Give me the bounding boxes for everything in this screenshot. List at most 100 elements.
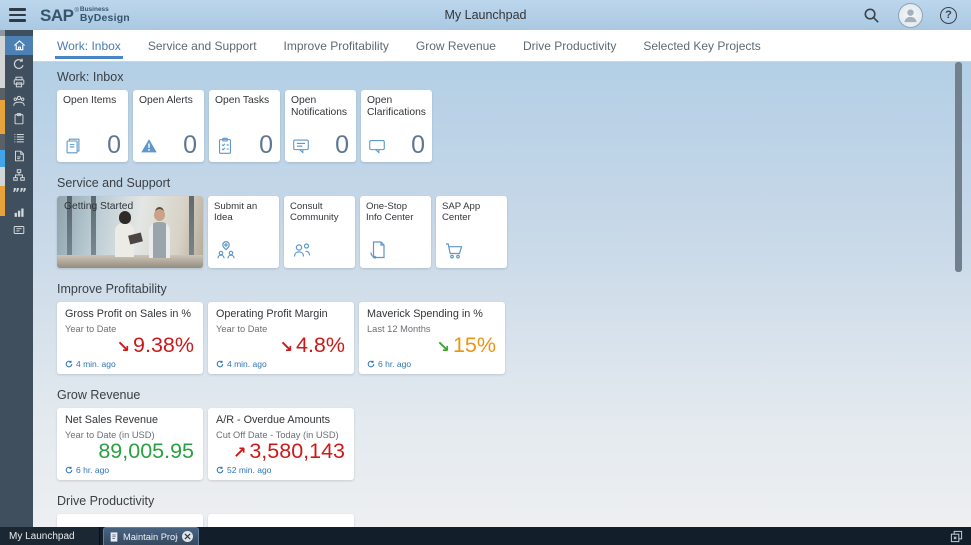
quotes-icon: ”” bbox=[12, 186, 27, 201]
trend-up-arrow: ↗ bbox=[232, 443, 247, 462]
sidebar-item-invoices[interactable] bbox=[5, 147, 33, 166]
tile-partial[interactable] bbox=[208, 514, 354, 527]
refresh-icon bbox=[65, 466, 73, 474]
bottom-taskbar: My Launchpad Maintain Project:... bbox=[0, 527, 971, 545]
list-icon bbox=[12, 131, 26, 145]
sidebar-item-history[interactable] bbox=[5, 55, 33, 74]
tab-improve-profitability[interactable]: Improve Profitability bbox=[283, 38, 389, 53]
sidebar-item-worklist[interactable] bbox=[5, 129, 33, 148]
tile-operating-profit-margin[interactable]: Operating Profit Margin Year to Date ↘ 4… bbox=[208, 302, 354, 374]
sidebar-item-analytics[interactable] bbox=[5, 203, 33, 222]
sidebar-item-feed[interactable]: ”” bbox=[5, 184, 33, 203]
section-drive-productivity: Drive Productivity bbox=[57, 494, 971, 527]
section-work-inbox: Work: Inbox Open Items 0 bbox=[57, 70, 971, 162]
tile-open-tasks[interactable]: Open Tasks 0 bbox=[209, 90, 280, 162]
tab-service-and-support[interactable]: Service and Support bbox=[147, 38, 257, 53]
taskbar-home-button[interactable]: My Launchpad bbox=[0, 527, 100, 545]
refresh-icon bbox=[216, 360, 224, 368]
tile-consult-community[interactable]: Consult Community bbox=[284, 196, 355, 268]
tab-grow-revenue[interactable]: Grow Revenue bbox=[415, 38, 496, 53]
windows-overlap-icon[interactable] bbox=[950, 530, 963, 543]
logo-business-text: Business bbox=[79, 5, 109, 13]
kpi-value: 9.38% bbox=[133, 333, 194, 357]
section-improve-profitability: Improve Profitability Gross Profit on Sa… bbox=[57, 282, 971, 374]
vertical-scrollbar[interactable] bbox=[955, 62, 962, 272]
sidebar-item-point-of-sale[interactable] bbox=[5, 221, 33, 240]
taskbar-tab-label: Maintain Project:... bbox=[123, 531, 178, 542]
home-icon bbox=[12, 38, 27, 53]
documents-icon bbox=[63, 136, 83, 156]
sidebar-item-output[interactable] bbox=[5, 73, 33, 92]
community-people-icon bbox=[291, 239, 313, 261]
tile-partial[interactable] bbox=[57, 514, 203, 527]
tab-work-inbox[interactable]: Work: Inbox bbox=[55, 30, 123, 61]
tile-submit-an-idea[interactable]: Submit an Idea bbox=[208, 196, 279, 268]
clarification-bubble-icon bbox=[367, 136, 387, 156]
search-icon[interactable] bbox=[862, 6, 881, 25]
document-icon bbox=[109, 531, 119, 543]
undo-arrow-icon bbox=[12, 57, 26, 71]
last-updated: 6 hr. ago bbox=[76, 465, 110, 475]
kpi-value: 4.8% bbox=[295, 333, 345, 357]
refresh-icon bbox=[65, 360, 73, 368]
tile-one-stop-info-center[interactable]: One-Stop Info Center bbox=[360, 196, 431, 268]
top-header: SAP ® Business ByDesign My Launchpad ? bbox=[0, 0, 971, 30]
tile-count: 0 bbox=[259, 130, 273, 159]
tile-ar-overdue-amounts[interactable]: A/R - Overdue Amounts Cut Off Date - Tod… bbox=[208, 408, 354, 480]
tile-maverick-spending[interactable]: Maverick Spending in % Last 12 Months ↘ … bbox=[359, 302, 505, 374]
tile-open-items[interactable]: Open Items 0 bbox=[57, 90, 128, 162]
sidebar-activity-strip bbox=[0, 30, 5, 527]
tile-open-clarifications[interactable]: Open Clarifications 0 bbox=[361, 90, 432, 162]
tile-count: 0 bbox=[335, 130, 349, 159]
tile-count: 0 bbox=[107, 130, 121, 159]
last-updated: 4 min. ago bbox=[76, 359, 116, 369]
section-title: Service and Support bbox=[57, 176, 171, 190]
tile-net-sales-revenue[interactable]: Net Sales Revenue Year to Date (in USD) … bbox=[57, 408, 203, 480]
sidebar-item-business-partners[interactable] bbox=[5, 92, 33, 111]
page-title: My Launchpad bbox=[444, 8, 527, 22]
logo-registered-mark: ® bbox=[74, 7, 79, 14]
help-icon[interactable]: ? bbox=[940, 6, 957, 24]
trend-down-arrow: ↘ bbox=[436, 337, 450, 356]
last-updated: 4 min. ago bbox=[227, 359, 267, 369]
sidebar-item-home[interactable] bbox=[5, 36, 33, 55]
tile-count: 0 bbox=[183, 130, 197, 159]
trend-down-arrow: ↘ bbox=[116, 337, 131, 356]
tile-getting-started[interactable]: Getting Started bbox=[57, 196, 203, 268]
tile-gross-profit-on-sales[interactable]: Gross Profit on Sales in % Year to Date … bbox=[57, 302, 203, 374]
launchpad-tab-bar: Work: Inbox Service and Support Improve … bbox=[33, 30, 971, 62]
section-grow-revenue: Grow Revenue Net Sales Revenue Year to D… bbox=[57, 388, 971, 480]
close-icon[interactable] bbox=[182, 531, 193, 542]
idea-pin-people-icon bbox=[215, 239, 237, 261]
tab-drive-productivity[interactable]: Drive Productivity bbox=[522, 38, 617, 53]
sidebar-item-orders[interactable] bbox=[5, 110, 33, 129]
shopping-cart-icon bbox=[443, 239, 465, 261]
tab-selected-key-projects[interactable]: Selected Key Projects bbox=[643, 38, 761, 53]
section-service-and-support: Service and Support Getting Started bbox=[57, 176, 971, 268]
trend-down-arrow: ↘ bbox=[279, 337, 293, 356]
launchpad-content: Work: Inbox Open Items 0 bbox=[33, 62, 971, 527]
last-updated: 52 min. ago bbox=[227, 465, 272, 475]
hamburger-menu-icon[interactable] bbox=[0, 0, 34, 30]
info-document-icon bbox=[367, 239, 389, 261]
tile-open-alerts[interactable]: Open Alerts 0 bbox=[133, 90, 204, 162]
tile-open-notifications[interactable]: Open Notifications 0 bbox=[285, 90, 356, 162]
bar-chart-icon bbox=[12, 205, 26, 219]
people-group-icon bbox=[12, 94, 26, 108]
logo-sap-text: SAP bbox=[40, 5, 74, 25]
task-clipboard-icon bbox=[215, 136, 235, 156]
taskbar-open-window-tab[interactable]: Maintain Project:... bbox=[103, 527, 199, 545]
tile-count: 0 bbox=[411, 130, 425, 159]
user-avatar[interactable] bbox=[898, 2, 923, 28]
refresh-icon bbox=[216, 466, 224, 474]
tile-sap-app-center[interactable]: SAP App Center bbox=[436, 196, 507, 268]
cash-register-icon bbox=[12, 223, 26, 237]
document-edit-icon bbox=[12, 149, 26, 163]
left-navigation-sidebar: ”” bbox=[0, 30, 33, 527]
kpi-value: 3,580,143 bbox=[249, 439, 345, 463]
sidebar-item-org-structure[interactable] bbox=[5, 166, 33, 185]
printer-icon bbox=[12, 75, 26, 89]
refresh-icon bbox=[367, 360, 375, 368]
alert-triangle-icon bbox=[139, 136, 159, 156]
kpi-value: 15% bbox=[452, 333, 496, 357]
